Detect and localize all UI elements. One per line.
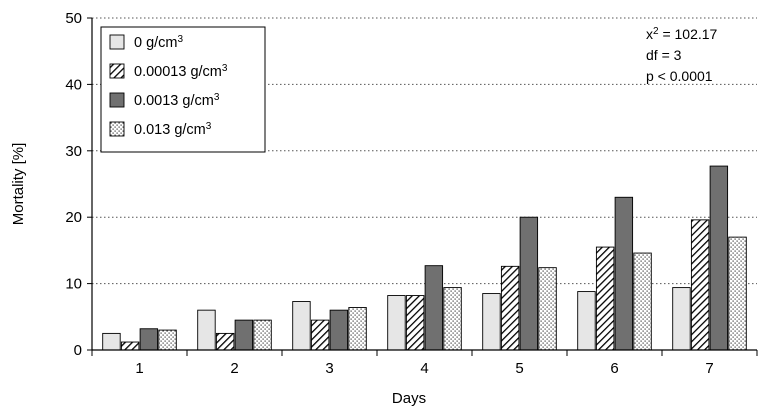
bar-2-7: [690, 219, 710, 351]
bars: [102, 165, 747, 351]
bar-1-1: [102, 332, 121, 351]
bar-3-6: [614, 196, 634, 351]
bar-4-3: [348, 307, 367, 351]
legend-label-3: 0.0013 g/cm3: [134, 92, 220, 110]
y-tick-label: 30: [65, 143, 82, 160]
legend-label-text: 0.013 g/cm: [134, 122, 206, 138]
bar-3-7: [709, 165, 729, 351]
bar-1-7: [672, 287, 691, 351]
axes: [87, 17, 758, 356]
x-tick-label: 4: [420, 360, 428, 377]
bar-2-4: [405, 295, 425, 351]
chi-symbol: x: [646, 26, 653, 42]
x-tick-label: 5: [515, 360, 523, 377]
bar-1-3: [292, 301, 311, 351]
legend-swatch-4: [109, 121, 125, 137]
bar-4-7: [728, 236, 747, 351]
legend-swatch-1: [109, 34, 125, 50]
stats-annotation: x2 = 102.17 df = 3 p < 0.0001: [646, 26, 718, 85]
bar-1-2: [197, 309, 216, 351]
bar-1-6: [577, 291, 596, 351]
gridlines: [92, 17, 757, 285]
legend-label-superscript: 3: [206, 121, 212, 132]
y-tick-label: 40: [65, 76, 82, 93]
legend-label-text: 0.0013 g/cm: [134, 93, 214, 109]
chi-square-text: x2 = 102.17: [646, 26, 718, 43]
y-axis-title: Mortality [%]: [10, 143, 27, 226]
tick-labels: 0 10 20 30 40 50 1 2 3 4 5 6 7: [65, 10, 713, 377]
x-tick-label: 2: [230, 360, 238, 377]
bar-2-5: [500, 265, 520, 351]
x-tick-label: 1: [135, 360, 143, 377]
bar-2-1: [120, 341, 140, 351]
legend-label-text: 0 g/cm: [134, 35, 178, 51]
bar-4-5: [538, 267, 557, 351]
legend-label-2: 0.00013 g/cm3: [134, 63, 228, 81]
bar-1-4: [387, 295, 406, 351]
x-axis-title: Days: [392, 390, 426, 407]
bar-3-4: [424, 265, 444, 351]
bar-3-2: [234, 319, 254, 351]
legend-label-superscript: 3: [178, 34, 184, 45]
legend-label-superscript: 3: [214, 92, 220, 103]
bar-4-4: [443, 287, 462, 351]
y-tick-label: 0: [74, 342, 82, 359]
bar-2-2: [215, 332, 235, 351]
bar-1-5: [482, 293, 501, 351]
chi-superscript: 2: [653, 26, 659, 37]
bar-4-1: [158, 329, 177, 351]
legend-swatch-3: [109, 92, 125, 108]
y-tick-label: 10: [65, 276, 82, 293]
df-text: df = 3: [646, 47, 682, 63]
bar-2-6: [595, 246, 615, 351]
bar-3-3: [329, 309, 349, 351]
x-tick-label: 7: [705, 360, 713, 377]
p-value-text: p < 0.0001: [646, 68, 713, 84]
bar-3-1: [139, 328, 159, 351]
legend-label-superscript: 3: [222, 63, 228, 74]
chi-value: = 102.17: [659, 26, 718, 42]
legend-label-1: 0 g/cm3: [134, 34, 184, 52]
legend-label-text: 0.00013 g/cm: [134, 64, 222, 80]
bar-4-2: [253, 319, 272, 351]
legend-swatch-2: [109, 63, 125, 79]
x-tick-label: 3: [325, 360, 333, 377]
y-tick-label: 50: [65, 10, 82, 27]
legend-frame: [100, 26, 266, 153]
y-tick-label: 20: [65, 209, 82, 226]
legend-label-4: 0.013 g/cm3: [134, 121, 212, 139]
bar-3-5: [519, 216, 539, 351]
bar-2-3: [310, 319, 330, 351]
x-tick-label: 6: [610, 360, 618, 377]
bar-4-6: [633, 252, 652, 351]
